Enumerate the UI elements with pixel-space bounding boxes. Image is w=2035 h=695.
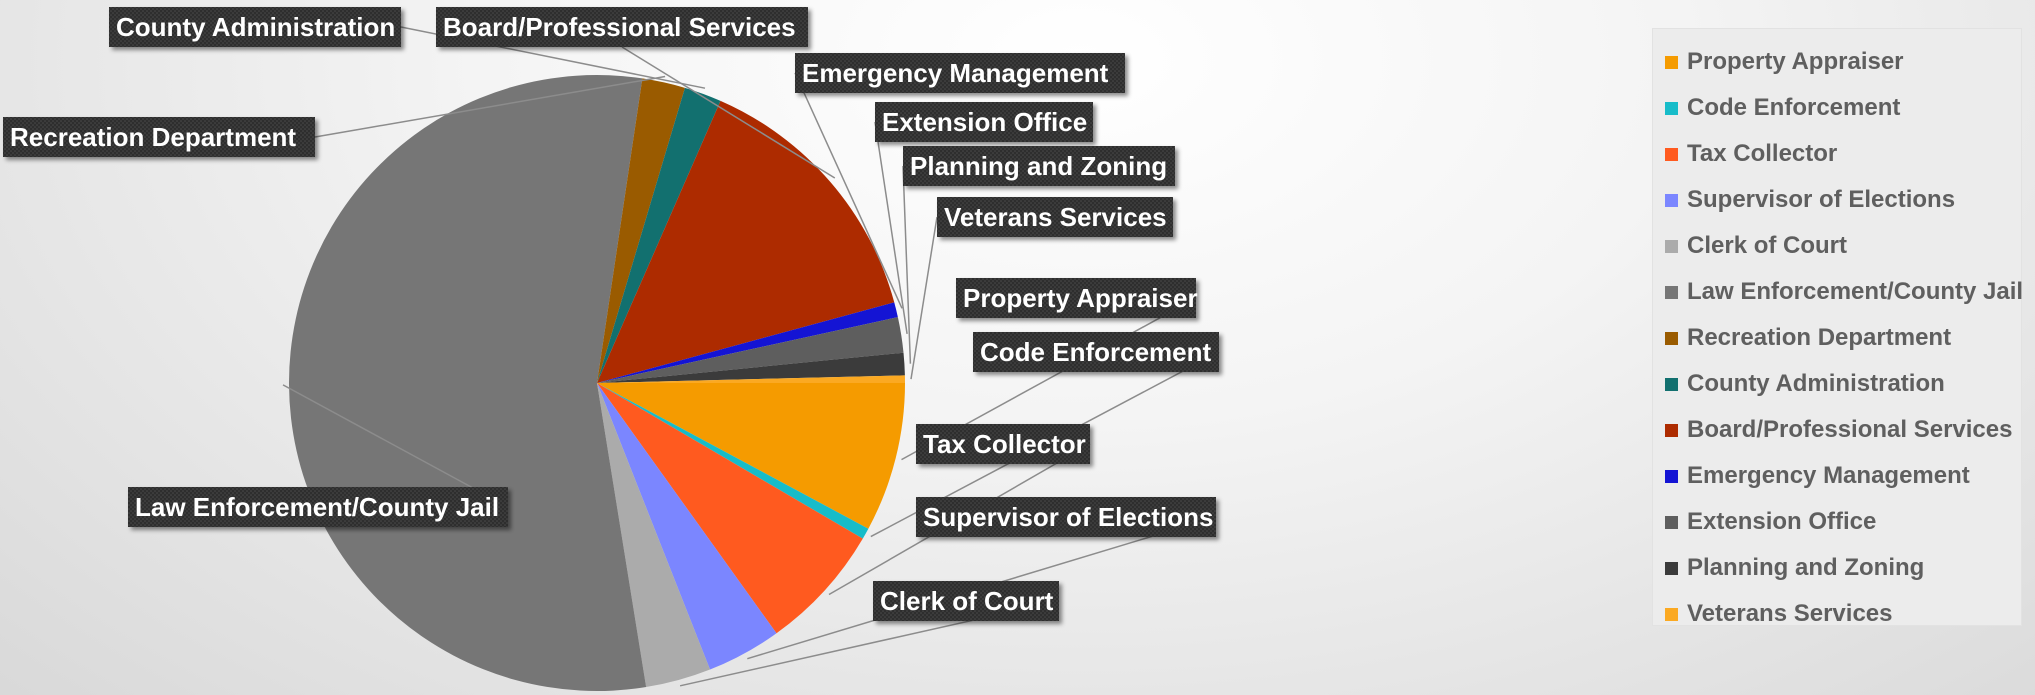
legend-label: Code Enforcement — [1687, 94, 1901, 121]
leader-line-emergency-management — [794, 72, 903, 309]
svg-text:Property Appraiser: Property Appraiser — [963, 283, 1198, 313]
pie-slice-recreation-department — [597, 78, 685, 384]
pie-slice-veterans-services — [597, 375, 906, 383]
svg-text:Tax Collector: Tax Collector — [923, 429, 1086, 459]
legend-item-code-enforcement: Code Enforcement — [1653, 85, 2021, 131]
svg-text:Planning and Zoning: Planning and Zoning — [910, 151, 1167, 181]
legend-swatch — [1665, 285, 1678, 299]
data-label-emergency-management: Emergency Management — [795, 53, 1125, 93]
pie-slice-county-administration — [597, 87, 721, 383]
legend-item-tax-collector: Tax Collector — [1653, 131, 2021, 177]
legend-swatch — [1665, 469, 1678, 483]
data-label-property-appraiser: Property Appraiser — [956, 278, 1198, 318]
legend-swatch — [1665, 561, 1678, 575]
data-label-county-administration: County Administration — [109, 7, 401, 47]
legend-item-planning-and-zoning: Planning and Zoning — [1653, 545, 2021, 591]
data-label-veterans-services: Veterans Services — [937, 197, 1173, 237]
chart-legend: Property Appraiser Code Enforcement Tax Co… — [1652, 28, 2024, 627]
legend-label: Property Appraiser — [1687, 48, 1904, 75]
data-label-code-enforcement: Code Enforcement — [973, 332, 1219, 372]
data-label-supervisor-of-elections: Supervisor of Elections — [916, 497, 1216, 537]
svg-text:Supervisor of Elections: Supervisor of Elections — [923, 502, 1213, 532]
svg-text:Veterans Services: Veterans Services — [944, 202, 1167, 232]
pie-slice-supervisor-of-elections — [597, 383, 777, 670]
legend-label: Planning and Zoning — [1687, 554, 1925, 581]
pie-slice-tax-collector — [597, 383, 863, 634]
legend-item-veterans-services: Veterans Services — [1653, 591, 2021, 637]
legend-label: Board/Professional Services — [1687, 416, 2013, 443]
legend-label: County Administration — [1687, 370, 1945, 397]
legend-swatch — [1665, 515, 1678, 529]
leader-line-recreation-department — [314, 75, 666, 138]
legend-label: Law Enforcement/County Jail — [1687, 278, 2024, 305]
pie-slice-property-appraiser — [597, 383, 905, 529]
svg-text:County Administration: County Administration — [116, 12, 395, 42]
legend-item-board-professional-services: Board/Professional Services — [1653, 407, 2021, 453]
data-label-law-enforcement-county-jail: Law Enforcement/County Jail — [128, 487, 508, 527]
data-label-tax-collector: Tax Collector — [916, 424, 1090, 464]
data-label-recreation-department: Recreation Department — [3, 117, 315, 157]
leader-line-veterans-services — [910, 216, 938, 380]
data-labels: Property Appraiser Code Enforcement Tax Co… — [3, 7, 1219, 621]
legend-swatch — [1665, 331, 1678, 345]
legend-item-supervisor-of-elections: Supervisor of Elections — [1653, 177, 2021, 223]
legend-swatch — [1665, 377, 1678, 391]
pie-slice-law-enforcement-county-jail — [289, 75, 647, 692]
pie-slice-planning-and-zoning — [597, 352, 905, 383]
legend-item-emergency-management: Emergency Management — [1653, 453, 2021, 499]
data-label-extension-office: Extension Office — [875, 102, 1093, 142]
legend-label: Clerk of Court — [1687, 232, 1848, 259]
svg-text:Extension Office: Extension Office — [882, 107, 1087, 137]
pie-slice-emergency-management — [597, 302, 898, 383]
legend-item-extension-office: Extension Office — [1653, 499, 2021, 545]
data-label-clerk-of-court: Clerk of Court — [873, 581, 1059, 621]
pie-slice-clerk-of-court — [597, 383, 711, 688]
legend-label: Supervisor of Elections — [1687, 186, 1956, 213]
legend-swatch — [1665, 423, 1678, 437]
leader-line-planning-and-zoning — [902, 165, 912, 364]
legend-item-clerk-of-court: Clerk of Court — [1653, 223, 2021, 269]
svg-text:Recreation Department: Recreation Department — [10, 122, 296, 152]
legend-label: Veterans Services — [1687, 600, 1893, 627]
svg-text:Law Enforcement/County Jail: Law Enforcement/County Jail — [135, 492, 499, 522]
svg-text:Emergency Management: Emergency Management — [802, 58, 1109, 88]
pie-slices — [289, 75, 906, 692]
svg-text:Clerk of Court: Clerk of Court — [880, 586, 1054, 616]
leader-line-law-enforcement-county-jail — [282, 384, 509, 508]
leader-line-board-professional-services — [621, 46, 836, 179]
svg-text:Code Enforcement: Code Enforcement — [980, 337, 1211, 367]
pie-slice-board-professional-services — [597, 100, 895, 384]
legend-item-property-appraiser: Property Appraiser — [1653, 39, 2021, 85]
legend-swatch — [1665, 147, 1678, 161]
pie-slice-code-enforcement — [597, 383, 869, 539]
leader-line-extension-office — [874, 121, 908, 335]
data-label-board-professional-services: Board/Professional Services — [436, 7, 808, 47]
data-label-planning-and-zoning: Planning and Zoning — [903, 146, 1175, 186]
pie-slice-extension-office — [597, 317, 904, 383]
legend-item-county-administration: County Administration — [1653, 361, 2021, 407]
legend-swatch — [1665, 607, 1678, 621]
legend-label: Tax Collector — [1687, 140, 1838, 167]
legend-item-law-enforcement-county-jail: Law Enforcement/County Jail — [1653, 269, 2024, 315]
legend-label: Emergency Management — [1687, 462, 1970, 489]
svg-text:Board/Professional Services: Board/Professional Services — [443, 12, 796, 42]
legend-item-recreation-department: Recreation Department — [1653, 315, 2021, 361]
legend-swatch — [1665, 55, 1678, 69]
legend-swatch — [1665, 193, 1678, 207]
legend-label: Extension Office — [1687, 508, 1877, 535]
legend-label: Recreation Department — [1687, 324, 1952, 351]
legend-swatch — [1665, 239, 1678, 253]
legend-swatch — [1665, 101, 1678, 115]
